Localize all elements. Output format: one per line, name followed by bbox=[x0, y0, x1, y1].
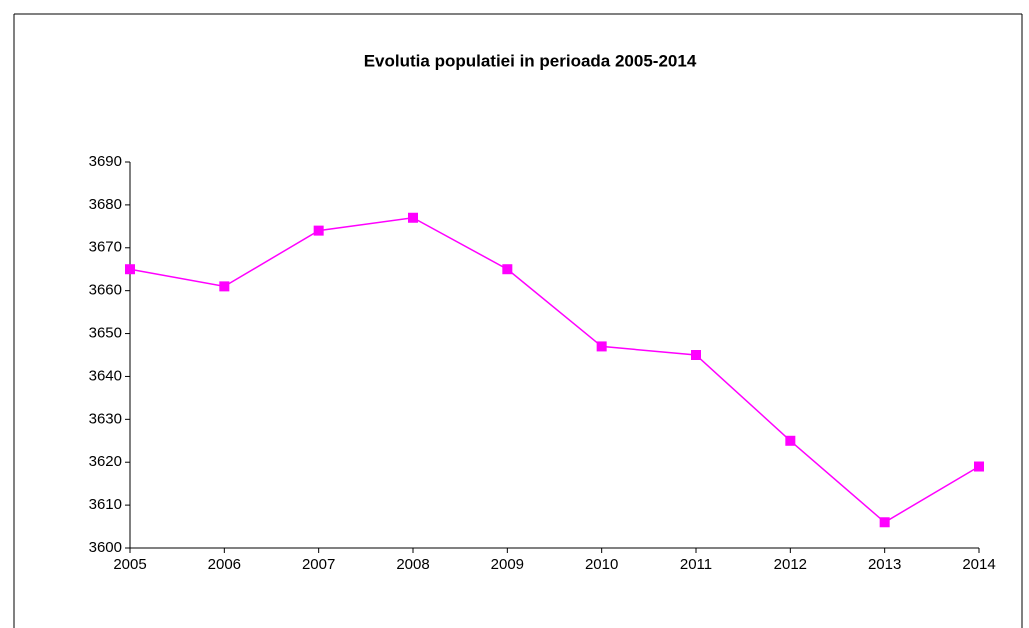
marker bbox=[502, 264, 513, 275]
x-tick-label: 2010 bbox=[585, 556, 618, 573]
marker bbox=[596, 341, 607, 352]
marker bbox=[125, 264, 135, 275]
y-tick-label: 3650 bbox=[89, 325, 122, 342]
marker bbox=[408, 212, 418, 223]
x-tick-label: 2005 bbox=[113, 556, 146, 573]
y-tick-label: 3660 bbox=[89, 282, 122, 299]
x-tick-label: 2012 bbox=[774, 556, 807, 573]
marker bbox=[879, 517, 890, 528]
y-tick-label: 3680 bbox=[89, 196, 122, 213]
marker bbox=[691, 350, 701, 360]
x-tick-label: 2013 bbox=[868, 556, 901, 573]
y-tick-label: 3600 bbox=[89, 539, 122, 556]
x-tick-label: 2007 bbox=[302, 556, 335, 573]
chart-title: Evolutia populatiei in perioada 2005-201… bbox=[364, 51, 697, 70]
marker bbox=[785, 435, 796, 446]
y-tick-label: 3610 bbox=[89, 496, 122, 513]
y-tick-label: 3630 bbox=[89, 410, 122, 427]
line bbox=[129, 216, 980, 524]
y-tick-label: 3690 bbox=[89, 153, 122, 170]
x-tick-label: 2008 bbox=[396, 556, 429, 573]
y-tick-label: 3620 bbox=[89, 453, 122, 470]
y-tick-label: 3640 bbox=[89, 367, 122, 384]
x-tick-label: 2006 bbox=[208, 556, 241, 573]
marker bbox=[219, 281, 230, 292]
marker bbox=[313, 225, 324, 236]
x-tick-label: 2009 bbox=[491, 556, 524, 573]
y-tick-label: 3670 bbox=[89, 239, 122, 256]
marker bbox=[974, 461, 984, 472]
x-tick-label: 2014 bbox=[962, 556, 995, 573]
x-tick-label: 2011 bbox=[680, 556, 712, 573]
